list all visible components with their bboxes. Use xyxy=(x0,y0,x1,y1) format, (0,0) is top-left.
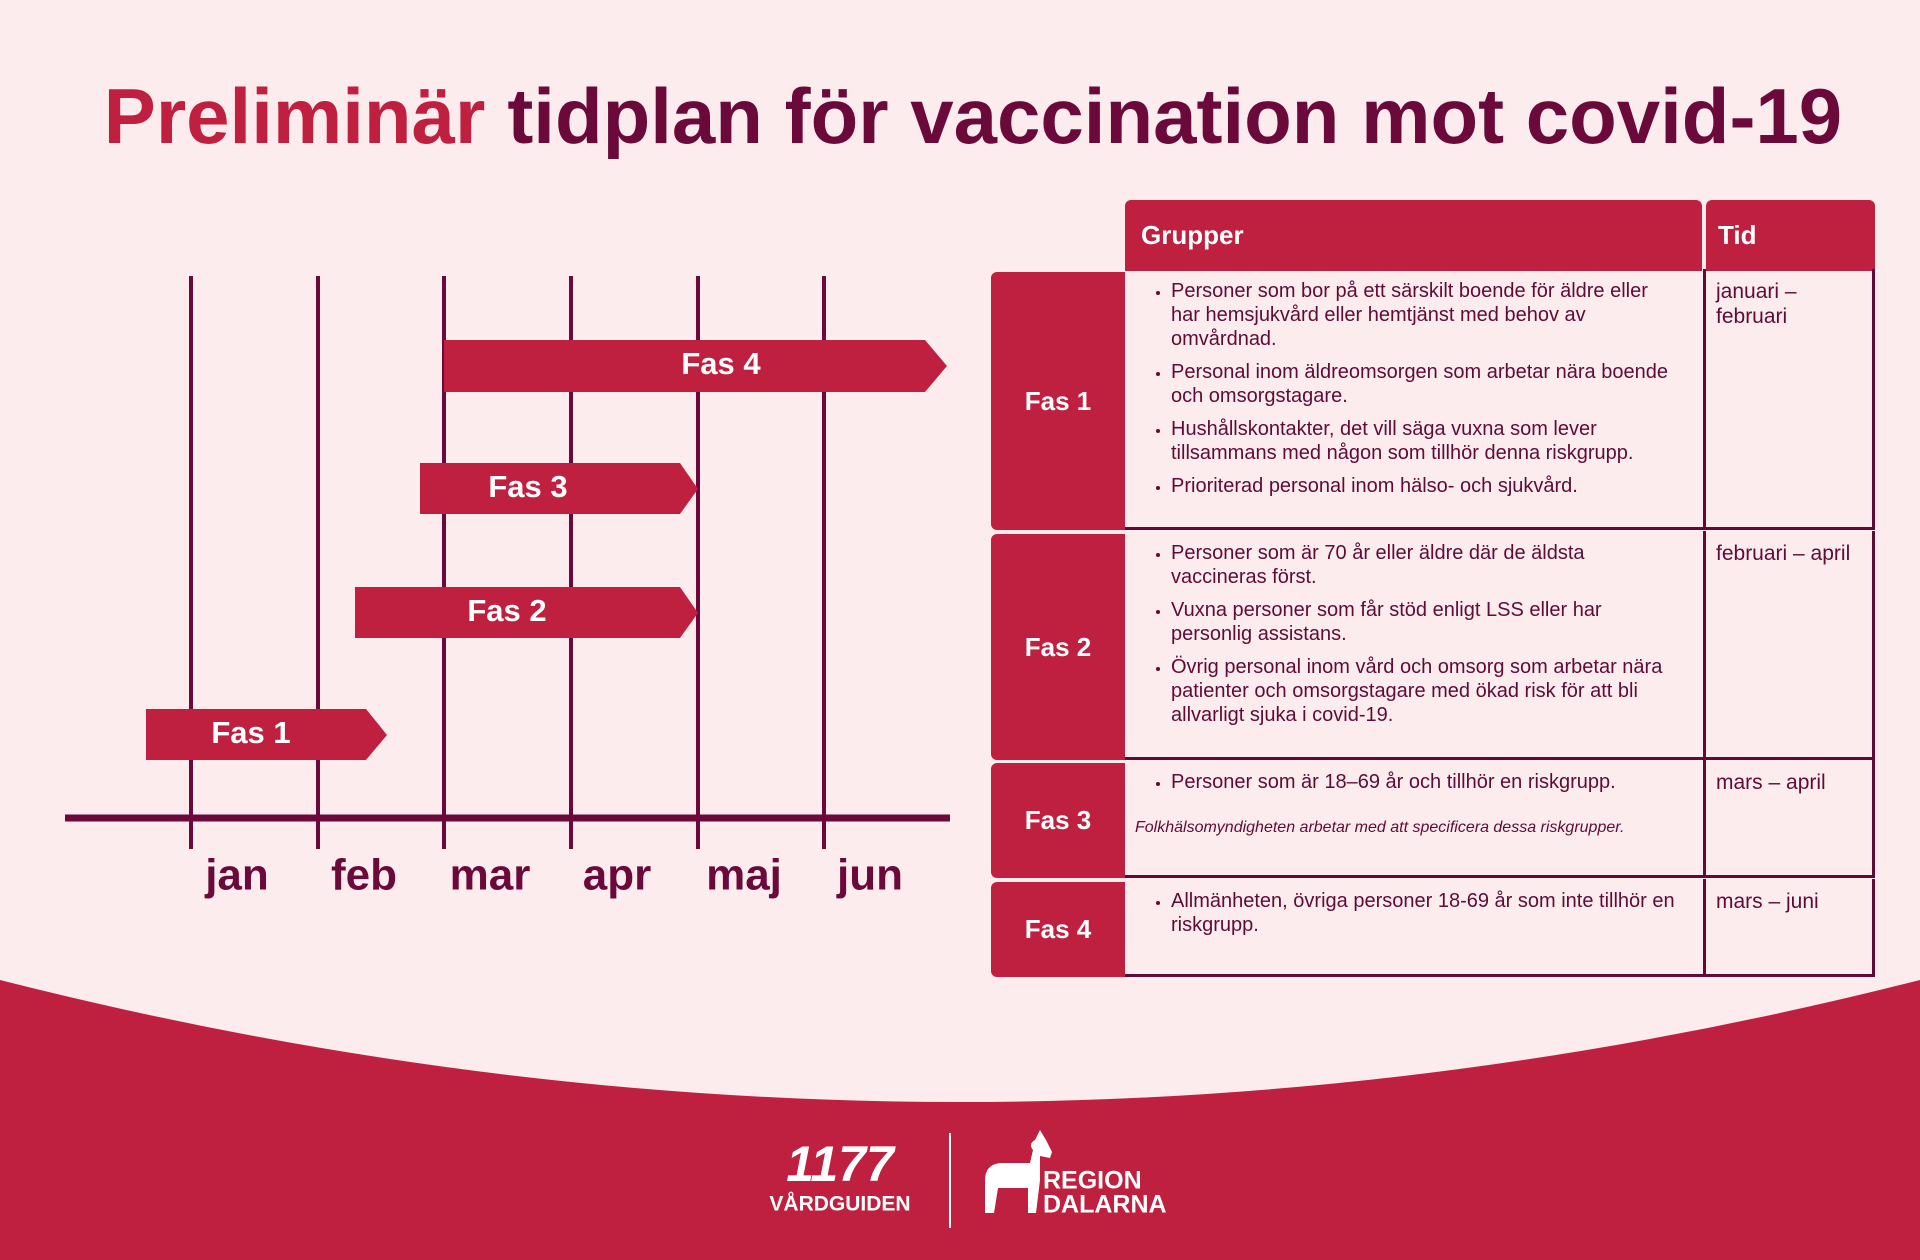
logo-region: REGION xyxy=(1043,1167,1142,1195)
bar-label: Fas 4 xyxy=(681,346,761,381)
header-cell: Grupper xyxy=(1125,200,1702,271)
bar-label: Fas 1 xyxy=(211,715,290,750)
group-list: Personer som är 70 år eller äldre där de… xyxy=(1145,541,1676,727)
month-label: apr xyxy=(583,851,651,900)
groups-cell: Personer som är 18–69 år och tillhör en … xyxy=(1125,760,1706,878)
bar xyxy=(420,463,698,514)
footer-band xyxy=(0,980,1920,1260)
time-cell: mars – juni xyxy=(1703,879,1875,977)
group-item: Personer som bor på ett särskilt boende … xyxy=(1171,279,1676,351)
logo-dalarna: DALARNA xyxy=(1043,1191,1167,1219)
title-rest: tidplan för vaccination mot covid-19 xyxy=(507,72,1842,160)
time-cell: februari – april xyxy=(1703,531,1875,760)
group-item: Vuxna personer som får stöd enligt LSS e… xyxy=(1171,598,1676,646)
bar xyxy=(146,709,387,760)
group-list: Personer som bor på ett särskilt boende … xyxy=(1145,279,1676,498)
phase-cell: Fas 1 xyxy=(991,272,1125,530)
time-cell: mars – april xyxy=(1703,760,1875,878)
group-item: Hushållskontakter, det vill säga vuxna s… xyxy=(1171,417,1676,465)
month-label: jun xyxy=(836,851,903,900)
note: Folkhälsomyndigheten arbetar med att spe… xyxy=(1135,819,1625,836)
title: Preliminär tidplan för vaccination mot co… xyxy=(104,72,1842,160)
group-item: Prioriterad personal inom hälso- och sju… xyxy=(1171,474,1676,498)
month-label: feb xyxy=(331,851,397,900)
month-label: mar xyxy=(450,851,531,900)
time-cell: januari – februari xyxy=(1703,269,1875,530)
groups-cell: Personer som är 70 år eller äldre där de… xyxy=(1125,531,1706,760)
groups-cell: Personer som bor på ett särskilt boende … xyxy=(1125,269,1706,530)
group-item: Personer som är 70 år eller äldre där de… xyxy=(1171,541,1676,589)
month-label: jan xyxy=(204,851,269,900)
logo-1177-number: 1177 xyxy=(786,1136,896,1192)
bar-label: Fas 3 xyxy=(488,469,567,504)
phase-cell: Fas 3 xyxy=(991,763,1125,878)
bar xyxy=(444,340,947,392)
groups-cell: Allmänheten, övriga personer 18-69 år so… xyxy=(1125,879,1706,977)
group-item: Allmänheten, övriga personer 18-69 år so… xyxy=(1171,889,1676,937)
logo-1177-name: VÅRDGUIDEN xyxy=(769,1192,910,1216)
logo-horse xyxy=(985,1130,1052,1213)
group-item: Personer som är 18–69 år och tillhör en … xyxy=(1171,770,1676,794)
group-list: Personer som är 18–69 år och tillhör en … xyxy=(1145,770,1676,794)
title-highlight: Preliminär xyxy=(104,72,486,160)
bar-label: Fas 2 xyxy=(467,593,546,628)
logos: 1177 VÅRDGUIDEN REGION DALARNA xyxy=(769,1130,1167,1228)
phase-cell: Fas 4 xyxy=(991,882,1125,977)
month-label: maj xyxy=(706,851,782,900)
group-list: Allmänheten, övriga personer 18-69 år so… xyxy=(1145,889,1676,937)
bar xyxy=(355,587,698,638)
group-item: Personal inom äldreomsorgen som arbetar … xyxy=(1171,360,1676,408)
header-cell: Tid xyxy=(1706,200,1875,271)
phase-cell: Fas 2 xyxy=(991,534,1125,760)
group-item: Övrig personal inom vård och omsorg som … xyxy=(1171,655,1676,727)
bars xyxy=(146,340,947,760)
